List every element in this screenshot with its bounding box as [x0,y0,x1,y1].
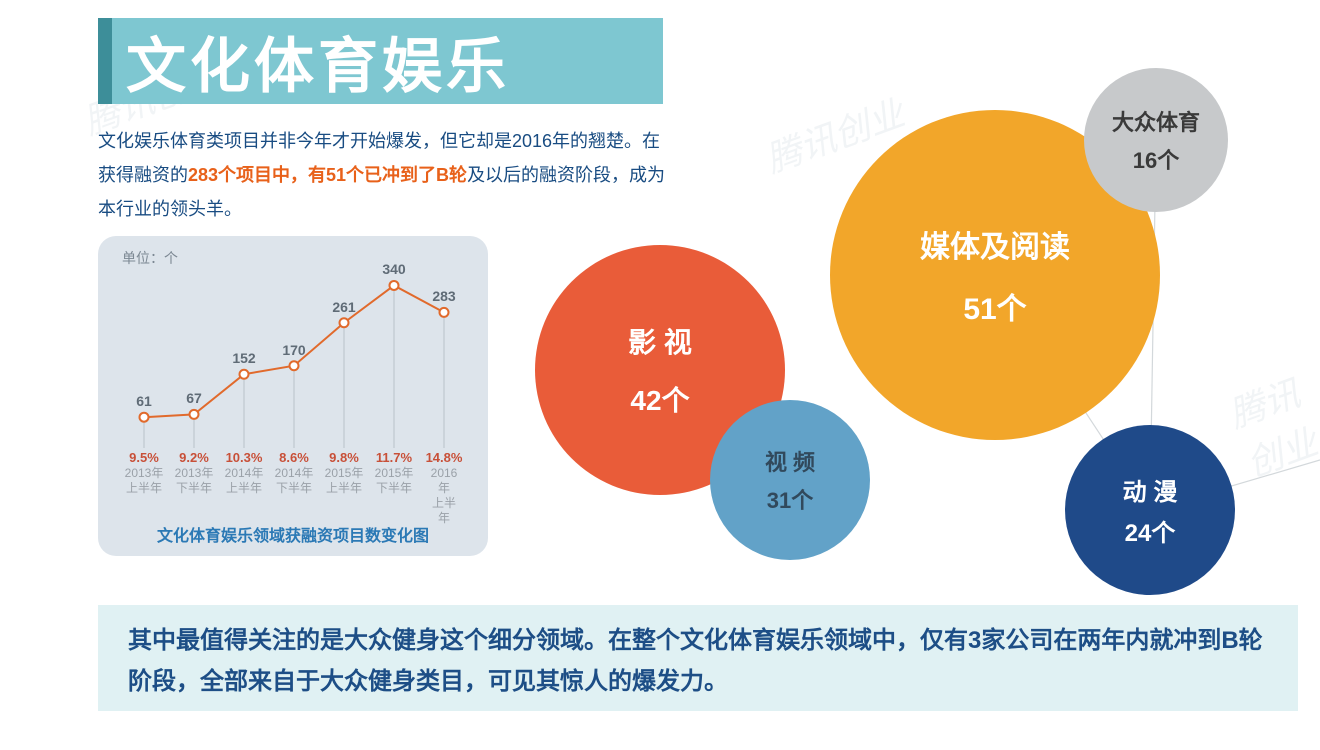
bubble-name: 影 视 [628,321,692,361]
chart-pct-label: 8.6% [279,450,309,465]
bubble-name: 动 漫 [1123,472,1178,507]
chart-value-label: 340 [382,261,405,277]
bubble-name: 大众体育 [1112,105,1200,137]
chart-unit: 单位：个 [122,248,178,268]
chart-pct-label: 9.8% [329,450,359,465]
bubble-count: 42个 [630,379,689,419]
chart-pct-label: 9.5% [129,450,159,465]
chart-x-label: 2015年 下半年 [375,466,414,496]
chart-pct-label: 9.2% [179,450,209,465]
title-stripe [98,18,112,104]
footer-callout: 其中最值得关注的是大众健身这个细分领域。在整个文化体育娱乐领域中，仅有3家公司在… [98,605,1298,711]
chart-x-label: 2016年 上半年 [429,466,459,526]
bubble-node: 大众体育 16个 [1084,68,1228,212]
chart-pct-label: 14.8% [426,450,463,465]
chart-x-label: 2015年 上半年 [325,466,364,496]
chart-value-label: 261 [332,299,355,315]
intro-highlight: 283个项目中，有51个已冲到了B轮 [188,165,467,185]
chart-value-label: 283 [432,288,455,304]
chart-pct-label: 10.3% [226,450,263,465]
footer-text: 其中最值得关注的是大众健身这个细分领域。在整个文化体育娱乐领域中，仅有3家公司在… [98,605,1298,719]
chart-title: 文化体育娱乐领域获融资项目数变化图 [98,522,488,546]
chart-x-label: 2014年 上半年 [225,466,264,496]
line-chart-panel: 单位：个 61 9.5%2013年 上半年 67 9.2%2013年 下半年 152 10… [98,236,488,556]
bubble-name: 媒体及阅读 [920,222,1070,266]
bubble-diagram: 影 视 42个 媒体及阅读 51个视 频 31个 大众体育 16个动 漫 24个 [520,80,1320,610]
bubble-node: 动 漫 24个 [1065,425,1235,595]
bubble-node: 视 频 31个 [710,400,870,560]
bubble-count: 16个 [1133,143,1179,175]
chart-pct-label: 11.7% [376,450,412,465]
bubble-name: 视 频 [765,445,815,477]
chart-x-label: 2013年 下半年 [175,466,214,496]
chart-x-label: 2014年 下半年 [275,466,314,496]
chart-value-label: 170 [282,342,305,358]
page-title: 文化体育娱乐 [126,18,510,105]
chart-area: 619.5%2013年 上半年679.2%2013年 下半年15210.3%20… [114,276,474,508]
chart-x-label: 2013年 上半年 [125,466,164,496]
bubble-count: 51个 [963,284,1026,328]
chart-value-label: 61 [136,393,152,409]
bubble-count: 31个 [767,483,813,515]
chart-value-label: 67 [186,390,202,406]
bubble-count: 24个 [1125,513,1176,548]
chart-value-label: 152 [232,350,255,366]
